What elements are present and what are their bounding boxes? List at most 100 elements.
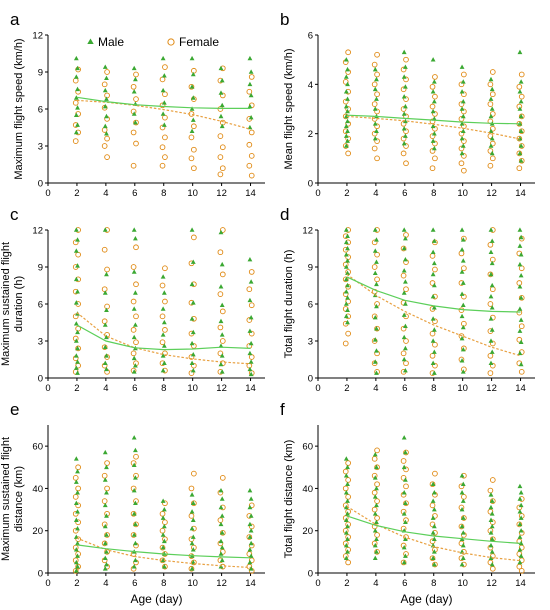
male-point: [372, 359, 378, 364]
female-point: [219, 271, 226, 278]
male-point: [401, 545, 407, 550]
male-point: [431, 260, 437, 266]
y-axis-label: distance (km): [13, 466, 25, 532]
y-tick-label: 6: [38, 105, 43, 116]
female-point: [432, 318, 438, 325]
female-point: [461, 167, 467, 174]
male-point: [459, 150, 465, 156]
male-point: [218, 551, 224, 556]
female-point: [458, 483, 465, 490]
male-point: [488, 555, 494, 560]
x-tick-label: 8: [431, 383, 436, 394]
female-point: [516, 563, 523, 570]
male-point: [431, 549, 437, 554]
male-point: [131, 564, 137, 569]
male-point: [75, 289, 80, 294]
male-point: [345, 498, 350, 503]
male-point: [190, 500, 196, 506]
male-point: [517, 328, 523, 333]
x-tick-label: 14: [245, 578, 256, 589]
x-tick-label: 14: [245, 188, 256, 199]
male-point: [518, 515, 524, 520]
male-point: [189, 281, 195, 287]
male-point: [131, 111, 137, 116]
female-point: [130, 298, 137, 305]
male-point: [247, 559, 253, 565]
male-point: [219, 496, 225, 501]
x-tick-label: 12: [486, 383, 497, 394]
male-point: [489, 498, 495, 503]
female-point: [429, 165, 436, 172]
male-fit-line: [76, 96, 251, 109]
male-point: [460, 369, 466, 374]
x-tick-label: 8: [431, 188, 436, 199]
male-point: [73, 479, 79, 484]
female-point: [130, 327, 137, 333]
female-point: [429, 148, 436, 154]
male-point: [401, 268, 407, 273]
female-point: [374, 498, 380, 504]
female-point: [461, 293, 467, 300]
female-point: [101, 344, 108, 351]
male-point: [160, 332, 166, 337]
female-point: [461, 153, 467, 159]
male-point: [102, 227, 108, 232]
y-tick-label: 3: [38, 337, 43, 348]
male-point: [460, 324, 466, 330]
male-point: [104, 561, 109, 567]
male-point: [345, 511, 350, 516]
male-point: [248, 314, 254, 320]
male-point: [133, 119, 138, 125]
female-point: [248, 557, 255, 564]
male-point: [343, 74, 349, 79]
female-point: [133, 281, 139, 288]
male-point: [102, 540, 108, 546]
female-point: [191, 67, 197, 74]
female-point: [217, 350, 224, 357]
male-point: [517, 89, 523, 94]
male-point: [401, 290, 407, 295]
female-point: [159, 313, 166, 320]
female-point: [104, 266, 110, 273]
female-point: [371, 61, 378, 68]
male-point: [102, 502, 108, 508]
female-point: [487, 148, 494, 154]
female-point: [191, 559, 197, 566]
male-point: [518, 361, 524, 367]
male-point: [189, 55, 195, 61]
x-tick-label: 10: [457, 578, 468, 589]
female-point: [374, 447, 380, 454]
female-point: [400, 106, 407, 112]
male-point: [517, 350, 523, 356]
male-point: [518, 113, 524, 119]
male-point: [431, 561, 437, 567]
female-point: [104, 92, 110, 99]
female-point: [432, 266, 438, 273]
female-point: [403, 360, 409, 367]
male-point: [102, 523, 108, 529]
female-point: [130, 162, 137, 169]
male-point: [401, 490, 407, 495]
male-point: [219, 302, 225, 308]
female-point: [489, 286, 496, 293]
x-tick-label: 2: [74, 383, 79, 394]
female-point: [72, 99, 79, 106]
male-point: [189, 509, 195, 514]
female-point: [516, 309, 523, 316]
male-point: [133, 475, 138, 480]
male-point: [219, 530, 225, 535]
female-point: [246, 563, 253, 570]
male-point: [372, 86, 378, 92]
male-point: [401, 74, 407, 79]
female-point: [374, 155, 380, 162]
female-point: [374, 123, 380, 130]
male-point: [401, 126, 407, 131]
male-point: [372, 555, 378, 560]
male-point: [345, 481, 350, 486]
male-point: [403, 64, 408, 69]
male-point: [248, 92, 254, 98]
male-point: [75, 553, 80, 558]
female-fit-line: [76, 537, 251, 569]
panels-group: 0 2 4 6 8 10 12 14 0 3 6 9 12 a Maximum flight speed (…: [0, 10, 535, 606]
y-tick-label: 12: [302, 226, 313, 237]
